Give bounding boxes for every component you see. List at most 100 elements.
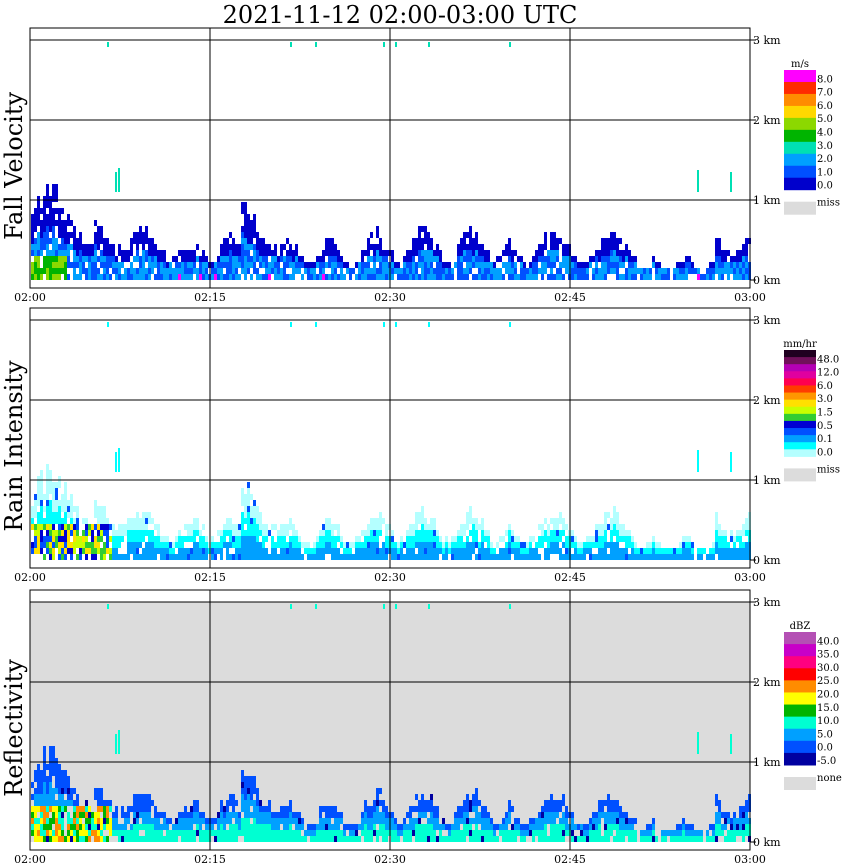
echo-cell bbox=[142, 250, 145, 256]
echo-cell bbox=[232, 530, 235, 536]
echo-cell bbox=[574, 262, 577, 268]
echo-cell bbox=[112, 818, 115, 824]
echo-cell bbox=[457, 530, 460, 536]
echo-cell bbox=[91, 250, 94, 256]
echo-cell bbox=[58, 536, 61, 542]
echo-cell bbox=[334, 268, 337, 274]
echo-cell bbox=[583, 262, 586, 268]
echo-cell bbox=[391, 830, 394, 836]
echo-cell bbox=[142, 812, 145, 818]
echo-cell bbox=[169, 548, 172, 554]
echo-cell bbox=[514, 250, 517, 256]
echo-cell bbox=[229, 232, 232, 238]
echo-cell bbox=[487, 548, 490, 554]
echo-cell bbox=[631, 268, 634, 274]
echo-cell bbox=[604, 250, 607, 256]
echo-cell bbox=[502, 836, 505, 842]
echo-cell bbox=[673, 554, 676, 560]
echo-cell bbox=[730, 836, 733, 842]
echo-cell bbox=[253, 250, 256, 256]
echo-cell bbox=[475, 524, 478, 530]
echo-cell bbox=[328, 818, 331, 824]
echo-cell bbox=[76, 256, 79, 262]
echo-cell bbox=[466, 274, 469, 280]
echo-cell bbox=[250, 524, 253, 530]
echo-cell bbox=[625, 530, 628, 536]
echo-cell bbox=[70, 524, 73, 530]
echo-cell bbox=[151, 250, 154, 256]
colorbar-cell bbox=[784, 153, 816, 167]
echo-cell bbox=[43, 830, 46, 836]
echo-cell bbox=[259, 836, 262, 842]
echo-cell bbox=[436, 244, 439, 250]
echo-cell bbox=[202, 554, 205, 560]
echo-cell bbox=[361, 256, 364, 262]
echo-cell bbox=[103, 244, 106, 250]
echo-cell bbox=[232, 836, 235, 842]
echo-cell bbox=[196, 812, 199, 818]
echo-cell bbox=[223, 256, 226, 262]
echo-cell bbox=[448, 268, 451, 274]
echo-cell bbox=[256, 274, 259, 280]
echo-cell bbox=[457, 268, 460, 274]
echo-cell bbox=[55, 812, 58, 818]
echo-cell bbox=[97, 268, 100, 274]
echo-cell bbox=[383, 42, 385, 47]
colorbar-cell bbox=[784, 704, 816, 718]
echo-cell bbox=[58, 232, 61, 238]
echo-cell bbox=[235, 548, 238, 554]
colorbar-cell bbox=[784, 752, 816, 766]
echo-cell bbox=[445, 542, 448, 548]
echo-cell bbox=[145, 818, 148, 824]
echo-cell bbox=[487, 274, 490, 280]
echo-cell bbox=[418, 548, 421, 554]
echo-cell bbox=[106, 548, 109, 554]
echo-cell bbox=[316, 554, 319, 560]
echo-cell bbox=[466, 830, 469, 836]
echo-cell bbox=[256, 818, 259, 824]
echo-cell bbox=[535, 824, 538, 830]
echo-cell bbox=[421, 268, 424, 274]
echo-cell bbox=[508, 806, 511, 812]
echo-cell bbox=[241, 788, 244, 794]
echo-cell bbox=[253, 220, 256, 226]
echo-cell bbox=[196, 824, 199, 830]
echo-cell bbox=[136, 244, 139, 250]
echo-cell bbox=[268, 250, 271, 256]
echo-cell bbox=[112, 830, 115, 836]
echo-cell bbox=[631, 274, 634, 280]
echo-cell bbox=[511, 548, 514, 554]
echo-cell bbox=[517, 274, 520, 280]
echo-cell bbox=[493, 554, 496, 560]
echo-cell bbox=[34, 208, 37, 214]
echo-cell bbox=[397, 548, 400, 554]
echo-cell bbox=[43, 196, 46, 202]
echo-cell bbox=[79, 542, 82, 548]
echo-cell bbox=[157, 530, 160, 536]
echo-cell bbox=[154, 542, 157, 548]
echo-cell bbox=[451, 548, 454, 554]
echo-cell bbox=[289, 548, 292, 554]
echo-cell bbox=[241, 232, 244, 238]
echo-cell bbox=[76, 518, 79, 524]
echo-cell bbox=[151, 800, 154, 806]
echo-cell bbox=[373, 250, 376, 256]
echo-cell bbox=[745, 244, 748, 250]
echo-cell bbox=[55, 818, 58, 824]
echo-cell bbox=[145, 794, 148, 800]
echo-cell bbox=[85, 836, 88, 842]
echo-cell bbox=[37, 530, 40, 536]
echo-cell bbox=[247, 238, 250, 244]
echo-cell bbox=[376, 812, 379, 818]
echo-cell bbox=[664, 836, 667, 842]
echo-cell bbox=[505, 268, 508, 274]
echo-cell bbox=[739, 548, 742, 554]
echo-cell bbox=[373, 812, 376, 818]
echo-cell bbox=[403, 542, 406, 548]
echo-cell bbox=[229, 818, 232, 824]
echo-cell bbox=[277, 554, 280, 560]
echo-cell bbox=[520, 836, 523, 842]
echo-cell bbox=[496, 836, 499, 842]
echo-cell bbox=[685, 262, 688, 268]
echo-cell bbox=[238, 250, 241, 256]
